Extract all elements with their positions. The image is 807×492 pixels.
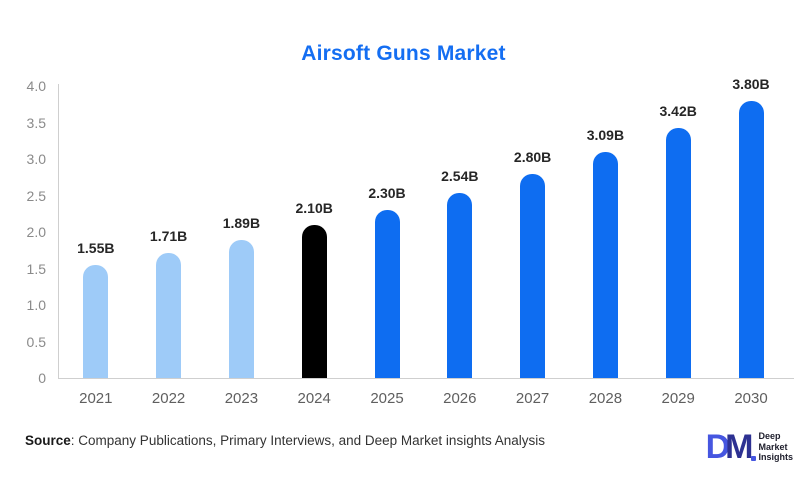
x-axis-label: 2028 bbox=[588, 390, 623, 407]
y-axis-tick-label: 4.0 bbox=[26, 78, 46, 94]
bar-value-label: 3.42B bbox=[659, 103, 697, 119]
bar-2022 bbox=[156, 253, 182, 378]
bar-2030 bbox=[738, 101, 764, 378]
bar-2023 bbox=[228, 240, 254, 378]
y-axis-tick-label: 1.0 bbox=[26, 297, 46, 313]
bar-value-label: 3.09B bbox=[586, 127, 625, 143]
bar-2025 bbox=[374, 210, 400, 378]
bar-value-label: 2.10B bbox=[295, 200, 333, 216]
dm-monogram-icon: D M bbox=[705, 426, 757, 468]
logo-letter-m: M bbox=[725, 428, 753, 466]
logo-dot-icon bbox=[751, 456, 757, 461]
x-axis-line bbox=[58, 378, 794, 379]
bar-value-label: 2.30B bbox=[368, 185, 406, 201]
x-axis-label: 2025 bbox=[370, 390, 404, 407]
bar-value-label: 1.89B bbox=[222, 215, 261, 231]
y-axis-tick-label: 0.5 bbox=[26, 333, 46, 350]
x-axis-label: 2029 bbox=[661, 390, 695, 407]
y-axis-tick-label: 1.5 bbox=[26, 260, 46, 277]
logo-line-insights: Insights bbox=[758, 452, 793, 463]
y-axis-tick-label: 3.5 bbox=[26, 114, 46, 131]
bar-2024 bbox=[301, 225, 327, 378]
bar-2029 bbox=[665, 128, 691, 378]
y-axis-line bbox=[58, 84, 59, 378]
bar-value-label: 1.55B bbox=[77, 240, 115, 256]
logo-line-market: Market bbox=[758, 441, 788, 452]
logo-wordmark: Deep Market Insights bbox=[758, 431, 793, 463]
y-axis-tick-label: 2.5 bbox=[26, 187, 46, 204]
y-axis-tick-label: 3.0 bbox=[26, 151, 46, 167]
deep-market-insights-logo: D M Deep Market Insights bbox=[706, 426, 793, 468]
x-axis-label: 2021 bbox=[79, 390, 113, 407]
bar-2028 bbox=[592, 152, 618, 378]
source-label: Source bbox=[25, 433, 71, 448]
y-axis-tick-label: 2.0 bbox=[26, 224, 46, 240]
bar-2027 bbox=[520, 174, 546, 378]
source-rest: : Company Publications, Primary Intervie… bbox=[70, 433, 545, 448]
bar-2026 bbox=[447, 193, 473, 378]
x-axis-label: 2027 bbox=[515, 390, 550, 407]
x-axis-label: 2024 bbox=[297, 390, 331, 407]
bar-value-label: 3.80B bbox=[732, 76, 770, 92]
chart-title: Airsoft Guns Market bbox=[301, 42, 506, 65]
x-axis-label: 2023 bbox=[224, 390, 259, 407]
x-axis-label: 2030 bbox=[734, 390, 768, 407]
x-axis-label: 2022 bbox=[151, 390, 186, 407]
x-axis-label: 2026 bbox=[443, 390, 477, 407]
bar-2021 bbox=[83, 265, 109, 378]
logo-letter-d: D bbox=[705, 428, 730, 466]
bar-value-label: 1.71B bbox=[149, 228, 188, 244]
bar-value-label: 2.80B bbox=[513, 149, 552, 165]
y-axis-tick-label: 0 bbox=[38, 370, 46, 386]
source-text: Source: Company Publications, Primary In… bbox=[25, 433, 545, 448]
bar-value-label: 2.54B bbox=[441, 168, 479, 184]
logo-line-deep: Deep bbox=[758, 431, 781, 442]
